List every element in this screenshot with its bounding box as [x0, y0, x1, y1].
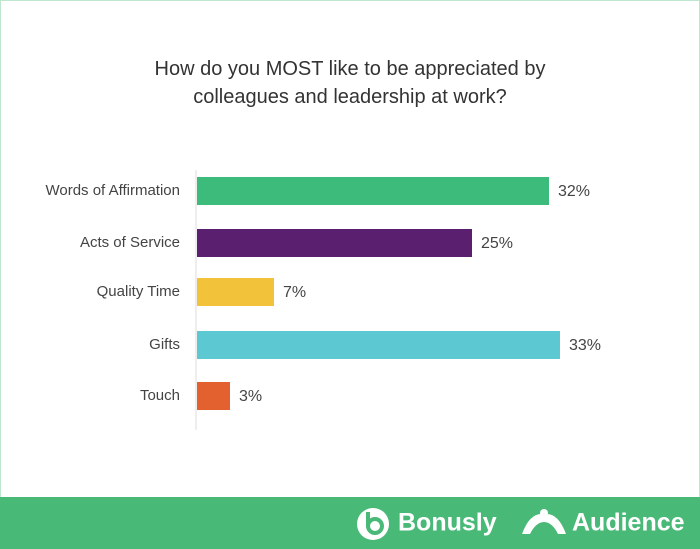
value-label: 3%: [239, 388, 262, 405]
chart-title: How do you MOST like to be appreciated b…: [154, 58, 546, 108]
footer-band: [0, 497, 700, 549]
value-label: 7%: [283, 284, 306, 301]
brand-name: Bonusly: [398, 509, 497, 537]
category-label: Gifts: [149, 336, 180, 353]
bar: [197, 331, 560, 359]
bar: [197, 278, 274, 306]
audience-logo: [522, 509, 566, 534]
bars: Words of Affirmation 32% Acts of Service 25…: [45, 177, 601, 410]
category-label: Words of Affirmation: [45, 182, 180, 199]
value-label: 32%: [558, 183, 590, 200]
value-label: 25%: [481, 235, 513, 252]
brand-name: Audience: [572, 509, 685, 537]
category-label: Acts of Service: [80, 234, 180, 251]
bar: [197, 177, 549, 205]
bonusly-logo: [357, 508, 389, 540]
category-label: Touch: [140, 387, 180, 404]
value-label: 33%: [569, 337, 601, 354]
bar: [197, 382, 230, 410]
category-label: Quality Time: [97, 283, 180, 300]
bar: [197, 229, 472, 257]
